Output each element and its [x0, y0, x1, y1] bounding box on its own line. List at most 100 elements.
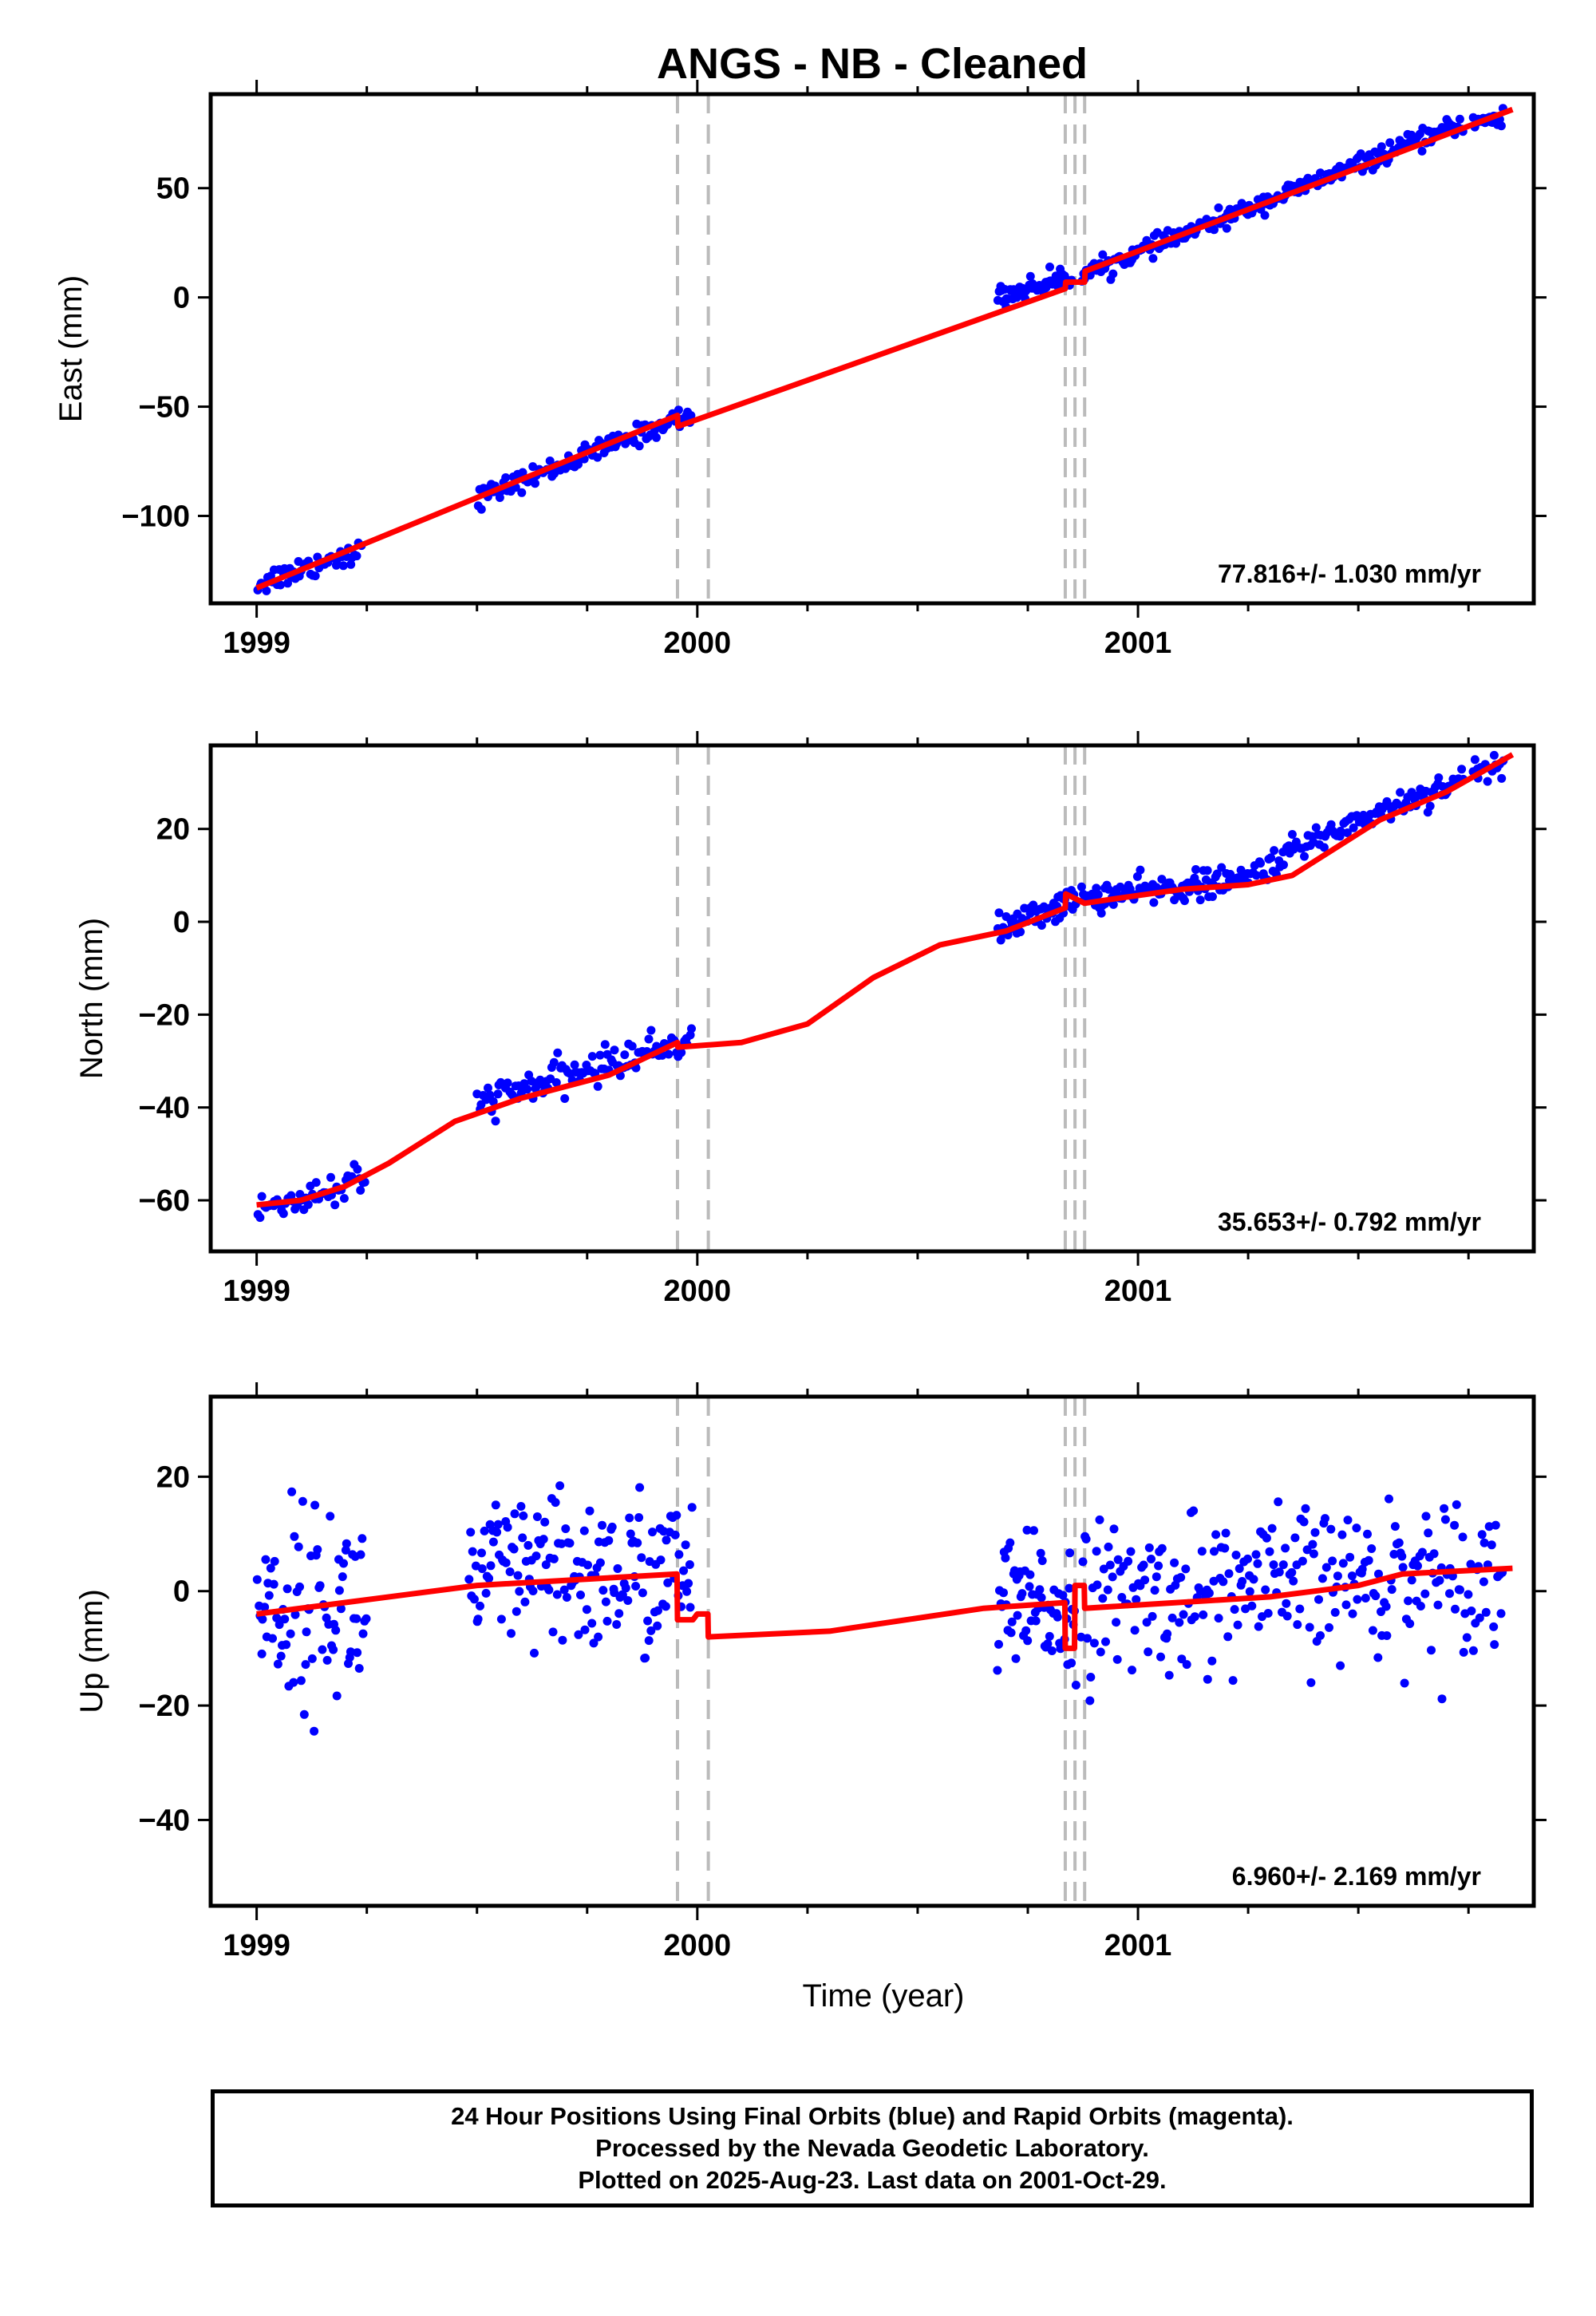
data-point — [1148, 1611, 1157, 1621]
data-point — [338, 1572, 347, 1582]
data-point — [346, 1647, 355, 1657]
data-point — [510, 1509, 519, 1519]
data-point — [353, 1648, 362, 1658]
data-point — [1170, 1558, 1179, 1567]
data-point — [1321, 1514, 1329, 1524]
data-point — [681, 1540, 690, 1550]
data-point — [326, 1172, 335, 1182]
data-point — [1433, 1600, 1443, 1610]
data-point — [1298, 1556, 1307, 1566]
data-point — [1400, 1678, 1409, 1688]
data-point — [576, 1591, 585, 1599]
data-point — [1199, 1610, 1208, 1619]
data-point — [1251, 1550, 1261, 1559]
data-point — [1445, 1589, 1454, 1599]
data-point — [1154, 1561, 1163, 1571]
data-point — [1459, 1647, 1468, 1657]
data-point — [486, 1561, 496, 1571]
data-point — [679, 1566, 689, 1575]
data-point — [358, 1534, 367, 1543]
data-point — [257, 1192, 267, 1201]
data-point — [1421, 1512, 1431, 1521]
data-point — [1470, 755, 1479, 765]
data-point — [334, 1586, 344, 1595]
data-point — [1231, 1551, 1241, 1559]
data-point — [1092, 1547, 1101, 1556]
data-point — [1270, 846, 1279, 856]
data-point — [310, 1726, 319, 1736]
panel-east: 50 0 −50 −100 1999 2000 2001 East (mm) 77.816+/-… — [53, 80, 1547, 660]
data-point — [623, 1596, 633, 1605]
data-point — [1208, 892, 1217, 901]
data-point — [1349, 823, 1358, 832]
data-point — [480, 1526, 489, 1535]
data-point — [1374, 1569, 1383, 1579]
data-point — [1077, 882, 1086, 891]
data-point — [1256, 859, 1265, 868]
data-point — [270, 1556, 279, 1566]
data-point — [548, 1627, 558, 1637]
data-point — [559, 1585, 569, 1595]
data-point — [1337, 1530, 1347, 1539]
data-point — [641, 1654, 650, 1662]
data-point — [637, 1553, 646, 1563]
data-point — [294, 1542, 303, 1551]
data-point — [1336, 1661, 1345, 1670]
data-point — [1394, 1538, 1404, 1547]
data-point — [1314, 1595, 1323, 1604]
data-point — [1130, 1626, 1140, 1635]
data-point — [476, 1601, 484, 1611]
data-point — [352, 1614, 361, 1623]
data-point — [1269, 1560, 1278, 1570]
data-point — [516, 1502, 526, 1511]
data-point — [595, 1050, 605, 1060]
data-point — [315, 1581, 325, 1591]
data-point — [614, 1609, 624, 1618]
data-point — [354, 1664, 364, 1673]
data-point — [523, 1540, 533, 1550]
model-fit-line — [256, 752, 1515, 1208]
footer-info-box: 24 Hour Positions Using Final Orbits (bl… — [211, 2089, 1534, 2207]
data-point — [307, 1654, 317, 1663]
data-point — [593, 1081, 602, 1091]
data-point — [296, 1676, 306, 1686]
data-point — [341, 1545, 350, 1555]
data-point — [275, 1620, 284, 1630]
data-point — [1348, 1609, 1357, 1618]
data-point — [1260, 211, 1270, 220]
data-point — [302, 1627, 311, 1637]
rate-label: 77.816+/- 1.030 mm/yr — [1218, 559, 1481, 588]
y-tick-label: −20 — [139, 998, 190, 1032]
data-point — [1195, 895, 1205, 905]
data-point — [464, 1575, 474, 1584]
data-point — [1254, 1622, 1263, 1631]
footer-line-2: Processed by the Nevada Geodetic Laborat… — [595, 2134, 1149, 2162]
data-point — [303, 1199, 313, 1209]
data-point — [607, 1522, 617, 1531]
data-point — [1099, 1564, 1108, 1574]
data-point — [1389, 1550, 1399, 1559]
data-point — [602, 1616, 612, 1626]
data-point — [353, 1164, 362, 1174]
data-point — [262, 586, 271, 595]
data-point — [512, 1607, 521, 1616]
data-point — [1479, 1538, 1489, 1547]
data-point — [1113, 1555, 1123, 1564]
data-point — [476, 504, 486, 514]
data-point — [1132, 1595, 1141, 1604]
data-point — [627, 1041, 637, 1051]
data-point — [646, 1026, 656, 1035]
y-tick-label: −50 — [139, 391, 190, 425]
data-point — [332, 1691, 342, 1701]
data-point — [555, 1481, 565, 1491]
data-point — [545, 456, 555, 465]
data-point — [1483, 777, 1492, 786]
data-point — [1338, 1559, 1348, 1568]
data-point — [1306, 1678, 1316, 1687]
data-point — [1497, 773, 1507, 783]
data-point — [685, 1603, 695, 1612]
x-tick-label: 2001 — [1104, 626, 1172, 660]
data-point — [1037, 921, 1046, 930]
data-point — [638, 1588, 647, 1598]
data-point — [1112, 1654, 1122, 1664]
